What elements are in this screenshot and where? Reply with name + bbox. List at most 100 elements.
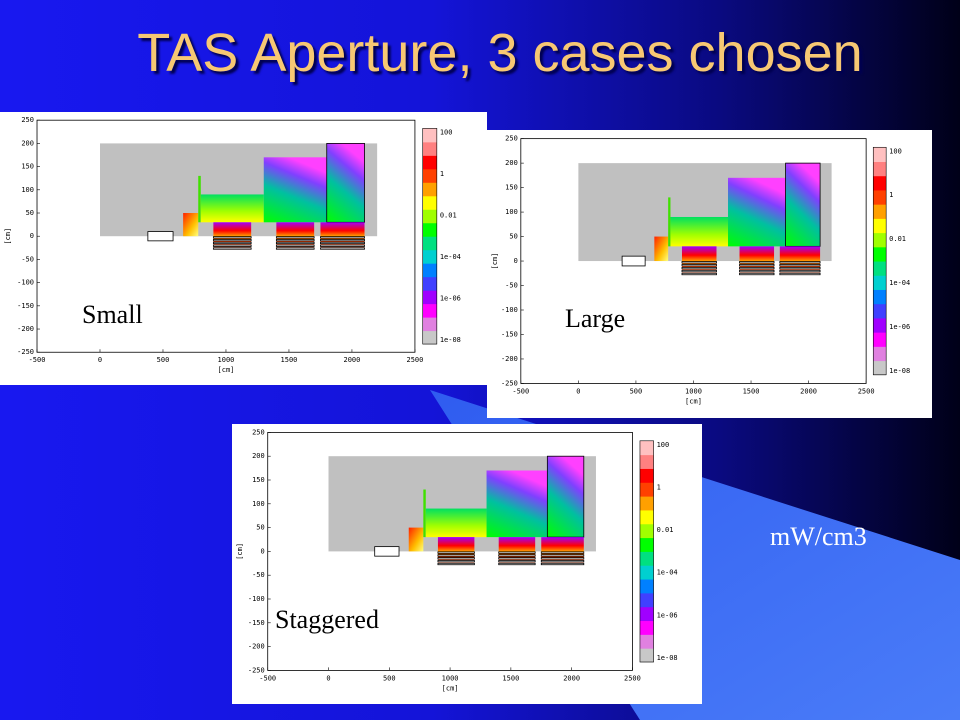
colorbar-cell [639,440,654,456]
x-tick-label: 0 [98,356,102,364]
shape [779,264,821,267]
x-tick-label: 1500 [743,387,760,395]
shape [681,269,717,273]
y-tick-label: 100 [21,186,34,194]
colorbar-tick-label: 1e-04 [657,569,678,577]
shape [540,551,585,554]
y-axis-label: [cm] [491,253,499,270]
colorbar-cell [422,209,437,224]
colorbar-cell [422,290,437,305]
colorbar-tick-label: 1 [657,483,661,491]
colorbar-cell [873,246,887,262]
colorbar-cell [422,249,437,264]
colorbar-cell [639,496,654,511]
shape [275,239,315,242]
y-tick-label: -250 [248,666,265,674]
y-tick-label: -150 [17,302,34,310]
colorbar-cell [639,509,654,525]
colorbar-tick-label: 0.01 [440,211,457,219]
colorbar-tick-label: 100 [889,147,902,155]
shape [681,261,717,264]
y-tick-label: 100 [505,208,518,216]
colorbar-cell [639,468,654,483]
colorbar-cell [873,147,887,162]
shape [275,247,315,250]
shape [275,236,315,239]
y-axis-label: [cm] [4,228,12,245]
x-tick-label: 2500 [624,674,641,682]
y-tick-label: -150 [248,619,265,627]
shape [320,244,365,247]
colorbar-cell [639,537,654,552]
y-tick-label: -50 [21,255,34,263]
shape [670,216,729,247]
y-tick-label: -250 [17,348,34,356]
colorbar-tick-label: 1e-08 [889,367,910,375]
shape [198,175,201,223]
shape [437,557,475,560]
colorbar-cell [873,360,887,376]
x-tick-label: 1500 [502,674,519,682]
colorbar-tick-label: 100 [657,441,670,449]
colorbar-cell [873,303,887,319]
shape [779,267,821,270]
colorbar-tick-label: 1 [440,170,444,178]
y-tick-label: 200 [505,159,518,167]
colorbar-tick-label: 1e-08 [657,654,678,662]
y-tick-label: 150 [505,184,518,192]
y-tick-label: 150 [21,163,34,171]
colorbar-cell [873,346,887,362]
colorbar-cell [422,276,437,291]
colorbar-cell [639,454,654,469]
colorbar-tick-label: 0.01 [657,526,674,534]
shape [326,142,365,223]
shape [320,236,365,239]
x-tick-label: 500 [157,356,170,364]
colorbar-tick-label: 1e-04 [889,279,910,287]
y-tick-label: -50 [505,282,518,290]
shape [498,551,536,554]
shape [728,177,786,247]
y-tick-label: 200 [21,139,34,147]
y-tick-label: -100 [17,279,34,287]
colorbar-cell [873,204,887,219]
x-tick-label: 0 [326,674,330,682]
colorbar-cell [422,317,437,332]
shape [437,551,475,554]
colorbar-cell [422,141,437,156]
colorbar-cell [422,236,437,251]
x-tick-label: 2500 [406,356,423,364]
shape [183,213,199,237]
x-axis-label: [cm] [442,684,459,692]
colorbar-frame [872,146,887,376]
colorbar-cell [639,579,654,594]
shape [437,562,475,566]
y-tick-label: 50 [509,233,517,241]
shape [540,560,585,563]
plot: -500 0 500 1000 1500 2000 2500250200150100500-… [236,428,678,692]
y-tick-label: 50 [26,209,34,217]
colorbar-cell [873,317,887,333]
colorbar-cell [873,332,887,347]
y-tick-label: -100 [248,595,265,603]
x-tick-label: 500 [630,387,643,395]
x-tick-label: -500 [259,674,276,682]
colorbar-cell [422,303,437,318]
colorbar-cell [422,155,437,170]
x-tick-label: 2000 [344,356,361,364]
x-tick-label: 1000 [685,387,702,395]
shape [681,264,717,267]
shape [212,241,252,245]
colorbar-cell [422,330,437,345]
plot-panel: -500 0 500 1000 1500 2000 2500 250 200 150 100 50 0-… [487,130,932,418]
colorbar-tick-label: 1e-04 [440,253,461,261]
shape [275,244,315,247]
shape [540,557,585,560]
colorbar-tick-label: 1e-06 [440,295,461,303]
shape [785,162,821,247]
y-tick-label: -50 [252,571,265,579]
shape [540,554,585,557]
y-tick-label: -150 [501,330,518,338]
shape [779,272,821,276]
